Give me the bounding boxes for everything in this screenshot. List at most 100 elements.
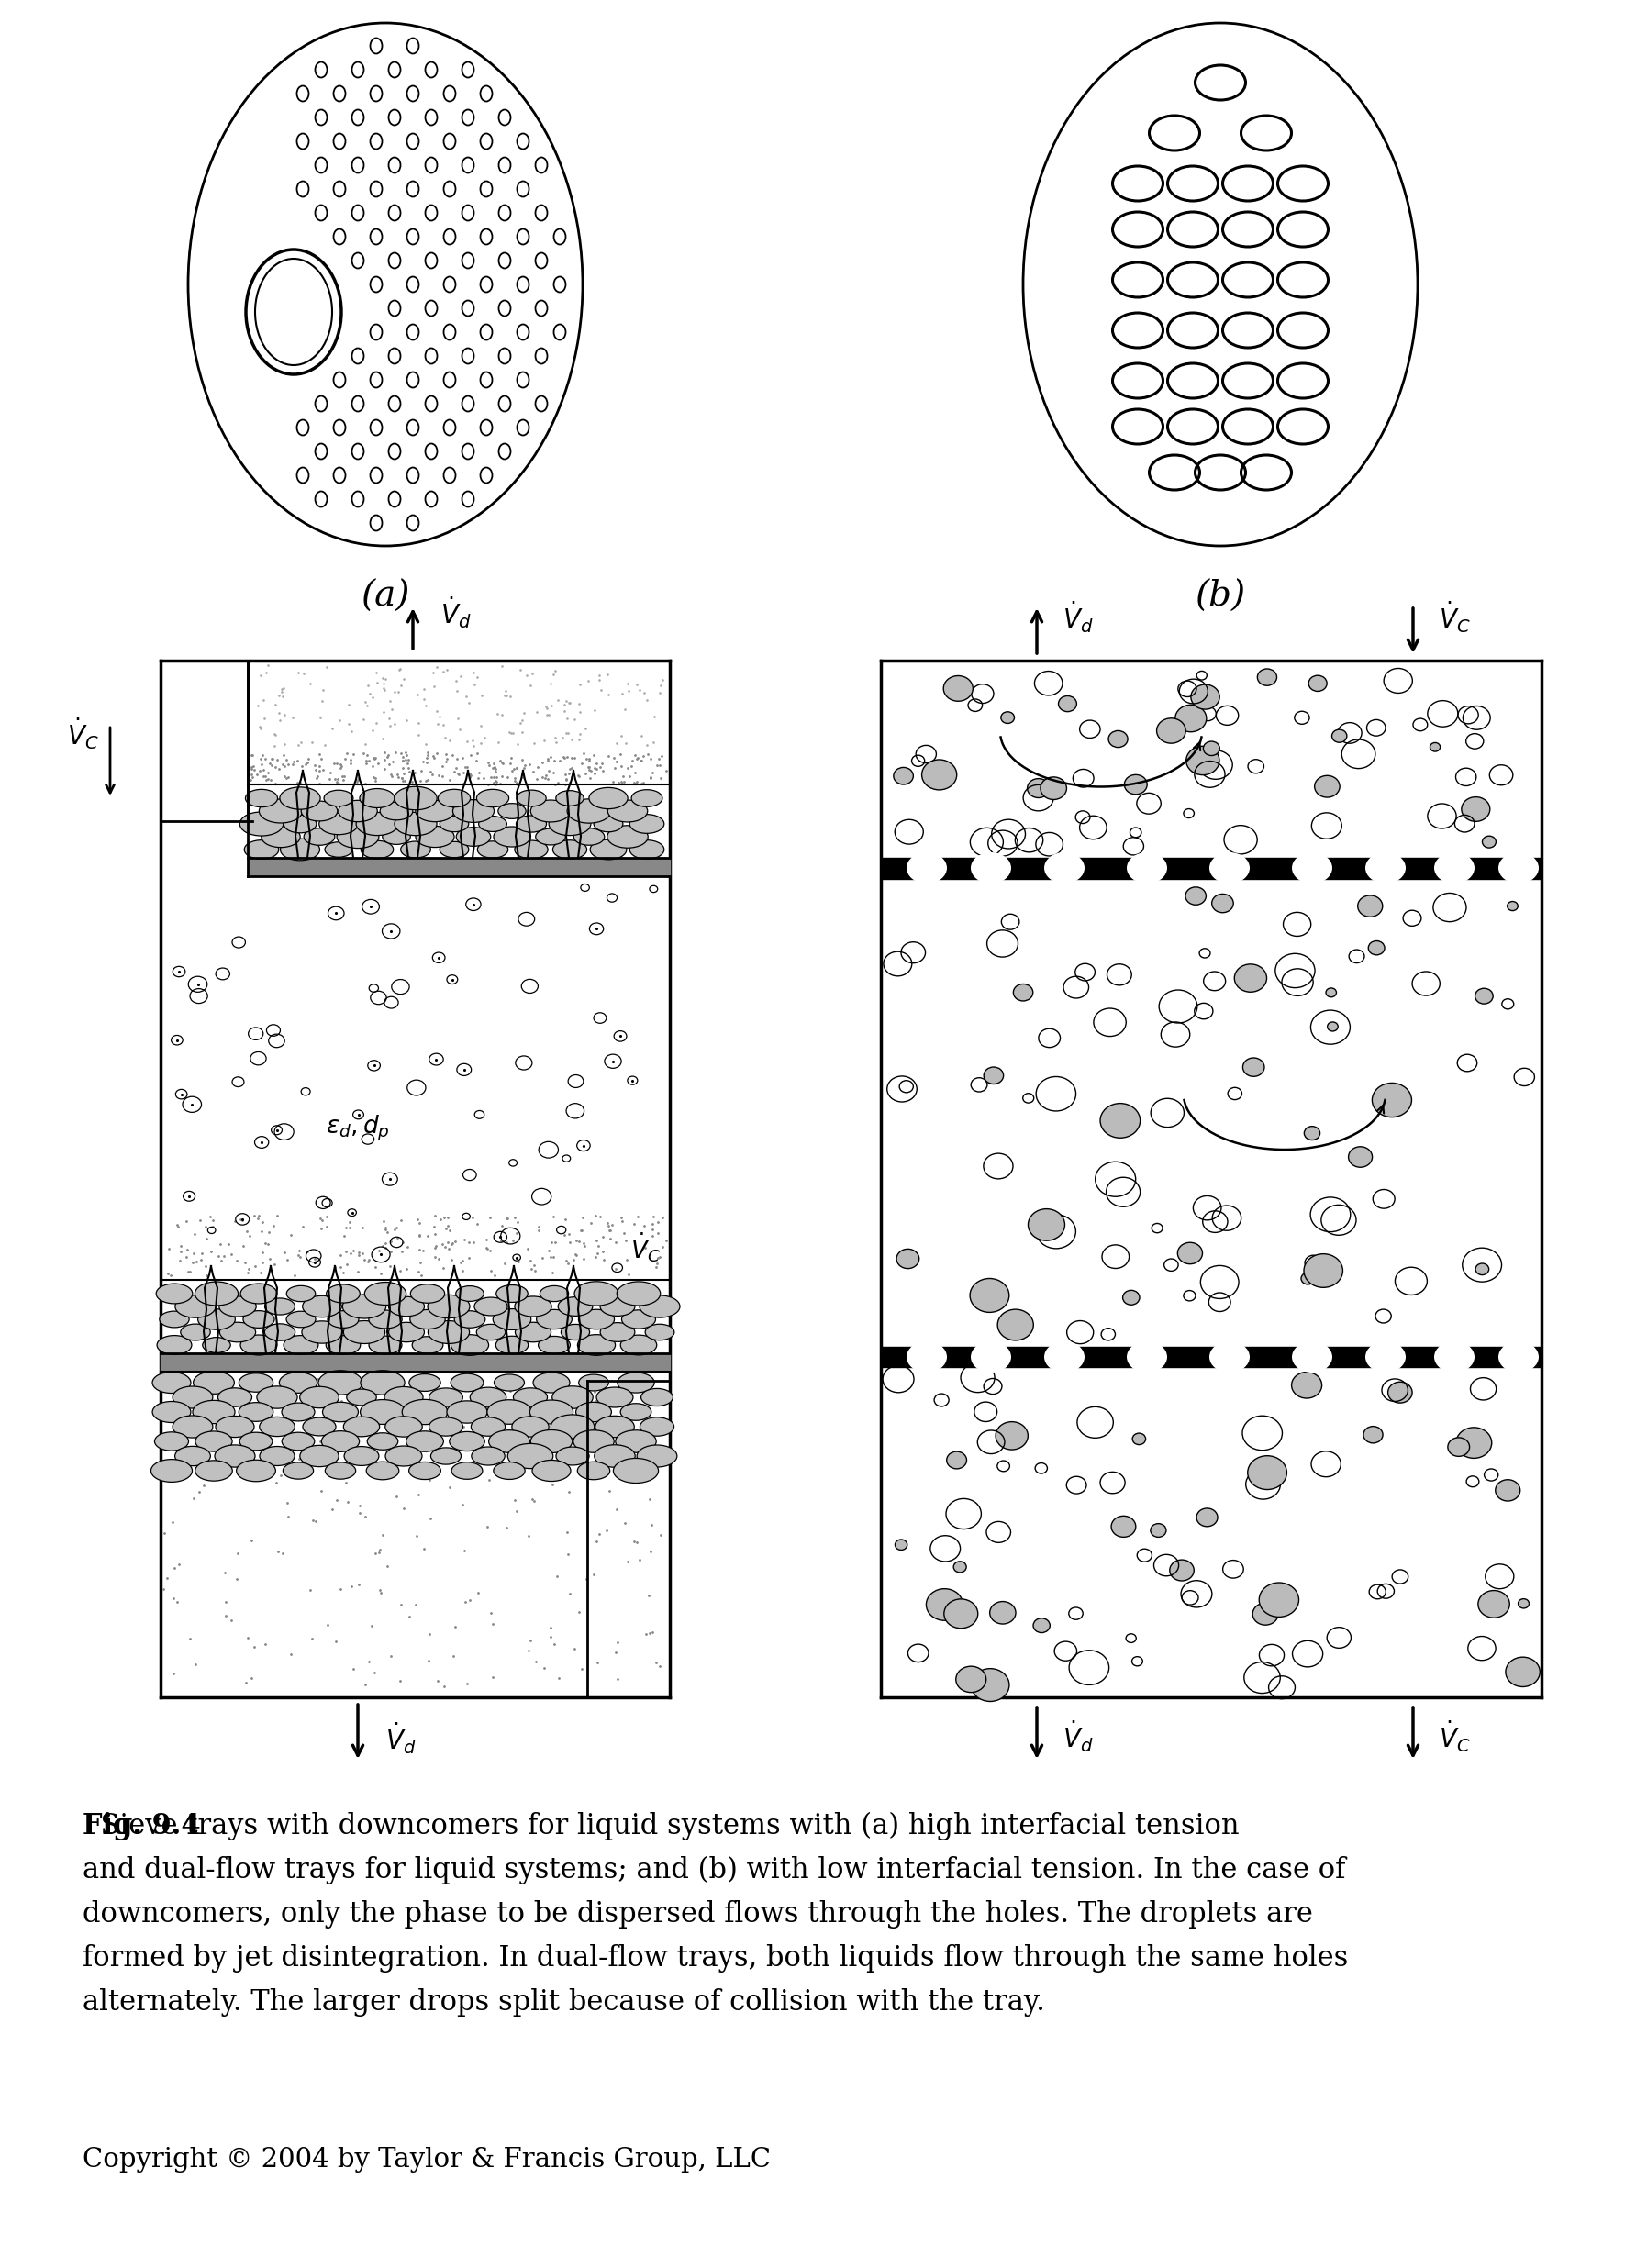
Ellipse shape (401, 1399, 447, 1424)
Ellipse shape (318, 814, 358, 835)
Ellipse shape (301, 1445, 338, 1467)
Ellipse shape (427, 1320, 470, 1343)
Ellipse shape (172, 1386, 213, 1408)
Ellipse shape (281, 1433, 315, 1449)
Ellipse shape (970, 853, 1011, 885)
Ellipse shape (265, 1297, 296, 1315)
Ellipse shape (947, 1452, 967, 1470)
Ellipse shape (556, 1447, 590, 1465)
Text: Sieve trays with downcomers for liquid systems with (a) high interfacial tension: Sieve trays with downcomers for liquid s… (83, 1812, 1240, 1842)
Ellipse shape (327, 1284, 361, 1302)
Ellipse shape (284, 814, 317, 832)
Ellipse shape (429, 1418, 463, 1436)
Ellipse shape (1508, 900, 1518, 912)
Ellipse shape (536, 828, 566, 846)
Ellipse shape (621, 1404, 652, 1420)
Ellipse shape (369, 1311, 401, 1329)
Text: alternately. The larger drops split because of collision with the tray.: alternately. The larger drops split beca… (83, 1989, 1045, 2016)
Ellipse shape (1308, 676, 1328, 692)
Ellipse shape (578, 1374, 609, 1390)
Ellipse shape (479, 816, 507, 832)
Ellipse shape (954, 1560, 967, 1572)
Ellipse shape (195, 1431, 232, 1452)
Ellipse shape (1150, 1524, 1167, 1538)
Ellipse shape (517, 789, 546, 807)
Ellipse shape (1209, 1340, 1250, 1372)
Ellipse shape (549, 812, 592, 835)
Ellipse shape (343, 1320, 385, 1343)
Ellipse shape (216, 1415, 254, 1438)
Text: and dual-flow trays for liquid systems; and (b) with low interfacial tension. In: and dual-flow trays for liquid systems; … (83, 1855, 1345, 1885)
Ellipse shape (281, 839, 320, 860)
Ellipse shape (1126, 1340, 1167, 1372)
Ellipse shape (645, 1325, 674, 1340)
Ellipse shape (158, 1336, 192, 1354)
Ellipse shape (1027, 778, 1050, 798)
Ellipse shape (489, 1431, 530, 1452)
Ellipse shape (618, 1372, 655, 1393)
Ellipse shape (239, 1433, 273, 1449)
Ellipse shape (385, 1418, 423, 1438)
Ellipse shape (343, 1418, 380, 1436)
Ellipse shape (413, 1336, 444, 1354)
Text: $\dot{V}_C$: $\dot{V}_C$ (1438, 1719, 1471, 1755)
Ellipse shape (553, 1386, 593, 1408)
Ellipse shape (907, 853, 947, 885)
Ellipse shape (496, 1336, 528, 1354)
Ellipse shape (1253, 1603, 1279, 1624)
Ellipse shape (244, 839, 280, 860)
Ellipse shape (1100, 1102, 1141, 1139)
Ellipse shape (578, 1309, 614, 1329)
Ellipse shape (551, 1415, 595, 1438)
Ellipse shape (567, 798, 611, 823)
Ellipse shape (1315, 776, 1339, 798)
Ellipse shape (439, 789, 470, 807)
Ellipse shape (1178, 1243, 1202, 1263)
Ellipse shape (595, 1445, 635, 1467)
Ellipse shape (540, 1286, 569, 1302)
Ellipse shape (956, 1667, 986, 1692)
Ellipse shape (240, 812, 283, 837)
Ellipse shape (895, 1540, 907, 1549)
Ellipse shape (996, 1422, 1029, 1449)
Ellipse shape (515, 841, 548, 860)
Ellipse shape (593, 816, 622, 832)
Ellipse shape (280, 1372, 317, 1393)
Text: (b): (b) (1194, 578, 1246, 612)
Ellipse shape (457, 828, 491, 846)
Ellipse shape (240, 1336, 276, 1354)
Ellipse shape (240, 1284, 276, 1304)
Ellipse shape (416, 826, 455, 848)
Ellipse shape (476, 789, 509, 807)
Ellipse shape (1365, 853, 1406, 885)
Ellipse shape (515, 1297, 551, 1318)
Text: formed by jet disintegration. In dual-flow trays, both liquids flow through the : formed by jet disintegration. In dual-fl… (83, 1944, 1349, 1973)
Ellipse shape (1482, 837, 1497, 848)
Ellipse shape (395, 787, 437, 810)
Ellipse shape (1258, 669, 1277, 685)
Ellipse shape (1034, 1617, 1050, 1633)
Ellipse shape (1430, 742, 1440, 751)
Ellipse shape (361, 1370, 405, 1395)
Ellipse shape (323, 789, 353, 805)
Ellipse shape (1175, 705, 1206, 733)
Ellipse shape (512, 1418, 549, 1438)
Ellipse shape (1498, 853, 1539, 885)
Ellipse shape (944, 676, 973, 701)
Ellipse shape (1133, 1433, 1146, 1445)
Ellipse shape (1349, 1148, 1372, 1168)
Ellipse shape (640, 1295, 679, 1318)
Ellipse shape (533, 1461, 570, 1481)
Ellipse shape (632, 789, 663, 807)
Ellipse shape (507, 1442, 553, 1467)
Ellipse shape (195, 1461, 232, 1481)
Text: $\dot{V}_d$: $\dot{V}_d$ (1063, 1719, 1094, 1755)
Ellipse shape (203, 1338, 231, 1352)
Ellipse shape (346, 1388, 377, 1406)
Ellipse shape (1235, 964, 1268, 991)
Ellipse shape (239, 1372, 273, 1393)
Ellipse shape (553, 839, 587, 860)
Ellipse shape (302, 1418, 336, 1436)
Ellipse shape (1435, 853, 1474, 885)
Ellipse shape (385, 1447, 423, 1465)
